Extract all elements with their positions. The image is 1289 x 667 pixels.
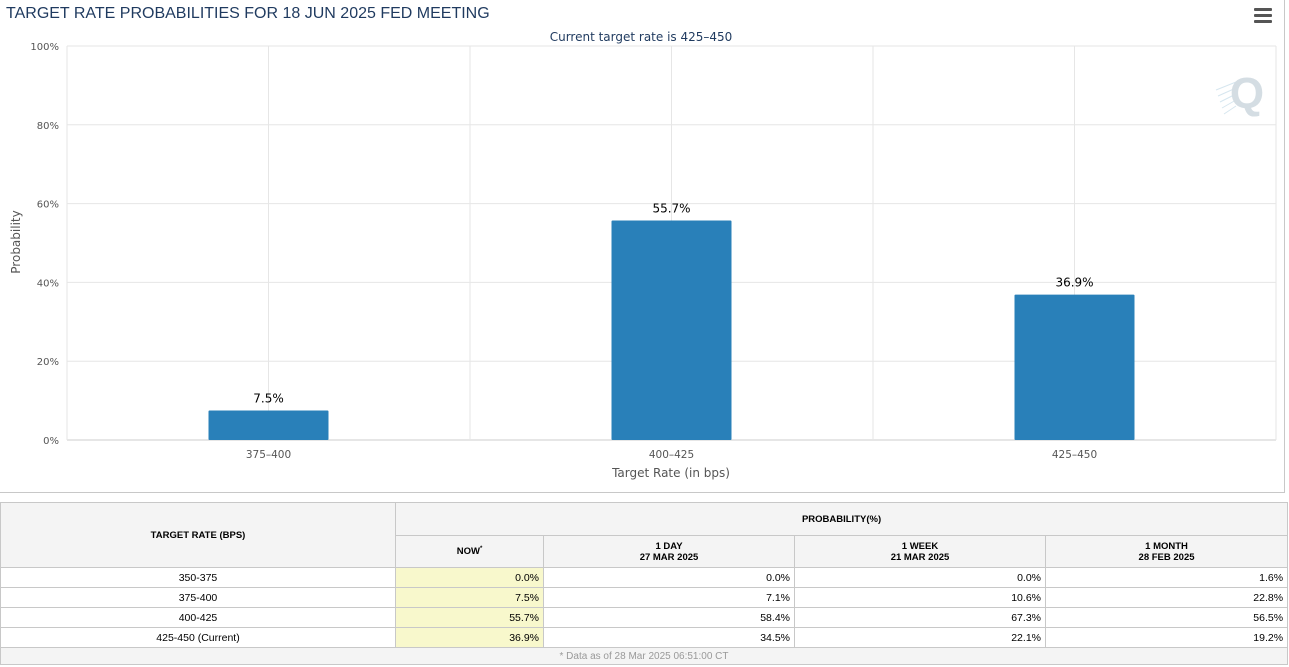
one-day-cell: 0.0% — [543, 567, 795, 588]
hamburger-icon — [1254, 8, 1272, 11]
y-tick-label: 40% — [37, 278, 59, 289]
bar-chart: TARGET RATE PROBABILITIES FOR 18 JUN 202… — [6, 5, 1277, 480]
rate-cell: 425-450 (Current) — [0, 627, 396, 648]
one-week-cell: 0.0% — [794, 567, 1046, 588]
y-axis-title: Probability — [9, 210, 23, 273]
chart-title: TARGET RATE PROBABILITIES FOR 18 JUN 202… — [6, 5, 490, 22]
one-month-cell: 19.2% — [1044, 627, 1289, 648]
one-week-cell: 10.6% — [794, 587, 1046, 608]
one-month-column-header: 1 MONTH 28 FEB 2025 — [1044, 535, 1289, 568]
rate-column-header: TARGET RATE (BPS) — [0, 502, 396, 568]
now-cell: 7.5% — [395, 587, 544, 608]
one-week-cell: 67.3% — [794, 607, 1046, 628]
one-week-cell: 22.1% — [794, 627, 1046, 648]
bar-data-label: 55.7% — [652, 202, 690, 216]
now-cell: 0.0% — [395, 567, 544, 588]
rate-cell: 350-375 — [0, 567, 396, 588]
table-row: 425-450 (Current) 36.9% 34.5% 22.1% 19.2… — [0, 627, 1289, 648]
rate-cell: 400-425 — [0, 607, 396, 628]
chart-panel: TARGET RATE PROBABILITIES FOR 18 JUN 202… — [0, 0, 1285, 493]
chart-subtitle: Current target rate is 425–450 — [550, 30, 733, 44]
one-day-cell: 34.5% — [543, 627, 795, 648]
probability-header: PROBABILITY(%) — [394, 502, 1289, 536]
bar-425–450[interactable] — [1014, 294, 1135, 440]
x-tick-label: 400–425 — [649, 449, 694, 461]
bar-400–425[interactable] — [611, 220, 732, 440]
y-tick-label: 80% — [37, 121, 59, 132]
y-tick-label: 60% — [37, 200, 59, 211]
now-column-header: NOW* — [395, 535, 544, 568]
one-day-cell: 58.4% — [543, 607, 795, 628]
one-month-cell: 22.8% — [1044, 587, 1289, 608]
x-tick-label: 425–450 — [1052, 449, 1097, 461]
probability-table: TARGET RATE (BPS) PROBABILITY(%) NOW* 1 … — [0, 502, 1289, 665]
x-axis-title: Target Rate (in bps) — [611, 466, 730, 480]
bar-data-label: 36.9% — [1055, 276, 1093, 290]
watermark-logo: Q — [1215, 69, 1264, 118]
x-tick-label: 375–400 — [246, 449, 291, 461]
y-tick-label: 0% — [43, 436, 59, 447]
one-week-column-header: 1 WEEK 21 MAR 2025 — [794, 535, 1046, 568]
svg-text:Q: Q — [1230, 69, 1264, 118]
bar-375–400[interactable] — [208, 410, 329, 440]
one-month-cell: 1.6% — [1044, 567, 1289, 588]
y-tick-label: 20% — [37, 357, 59, 368]
bar-data-label: 7.5% — [253, 391, 284, 405]
table-row: 400-425 55.7% 58.4% 67.3% 56.5% — [0, 607, 1289, 628]
data-timestamp-note: * Data as of 28 Mar 2025 06:51:00 CT — [0, 647, 1289, 665]
one-day-cell: 7.1% — [543, 587, 795, 608]
one-month-cell: 56.5% — [1044, 607, 1289, 628]
chart-menu-button[interactable] — [1254, 8, 1272, 24]
table-row: 350-375 0.0% 0.0% 0.0% 1.6% — [0, 567, 1289, 588]
now-cell: 36.9% — [395, 627, 544, 648]
table-row: 375-400 7.5% 7.1% 10.6% 22.8% — [0, 587, 1289, 608]
now-cell: 55.7% — [395, 607, 544, 628]
rate-cell: 375-400 — [0, 587, 396, 608]
y-tick-label: 100% — [30, 42, 59, 53]
one-day-column-header: 1 DAY 27 MAR 2025 — [543, 535, 795, 568]
